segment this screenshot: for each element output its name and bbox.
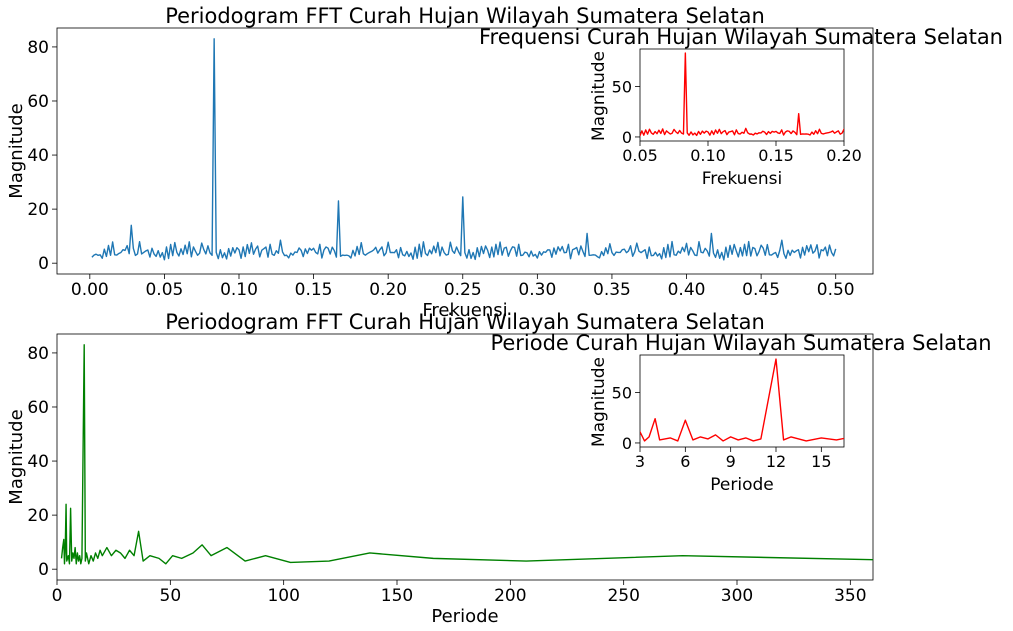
period-main-x-tick-label: 250 — [607, 586, 639, 606]
period-x-axis-label: Periode — [431, 606, 498, 627]
freq-main-x-tick-label: 0.30 — [518, 280, 556, 300]
period-main-y-tick-label: 0 — [38, 560, 49, 580]
freq-main-x-tick-label: 0.45 — [742, 280, 780, 300]
freq-main-x-tick-label: 0.10 — [220, 280, 258, 300]
freq-inset-x-tick-label: 0.15 — [758, 146, 794, 165]
freq-inset-x-label: Frekuensi — [702, 169, 783, 189]
period-chart-title: Periodogram FFT Curah Hujan Wilayah Suma… — [165, 310, 765, 334]
period-inset-title: Periode Curah Hujan Wilayah Sumatera Sel… — [490, 331, 991, 355]
period-y-axis-label: Magnitude — [6, 409, 27, 504]
period-main-y-tick-label: 80 — [27, 344, 49, 364]
period-inset-x-tick-label: 12 — [766, 452, 786, 471]
freq-main-y-tick-label: 40 — [27, 146, 49, 166]
period-main-x-tick-label: 300 — [721, 586, 753, 606]
period-inset-x-tick-label: 15 — [811, 452, 831, 471]
period-main-x-tick-label: 200 — [494, 586, 526, 606]
period-main-x-tick-label: 0 — [52, 586, 63, 606]
period-main-series-line — [60, 344, 873, 565]
freq-main-y-tick-label: 60 — [27, 92, 49, 112]
period-main-x-tick-label: 50 — [160, 586, 182, 606]
freq-main-frame — [56, 27, 874, 275]
freq-inset-y-tick-label: 0 — [622, 128, 632, 147]
period-main-x-tick-label: 150 — [381, 586, 413, 606]
frequency-periodogram-panel: Periodogram FFT Curah Hujan Wilayah Suma… — [6, 4, 1003, 321]
freq-inset-frame — [639, 48, 845, 142]
period-inset-x-tick-label: 3 — [635, 452, 645, 471]
freq-main-x-tick-label: 0.20 — [369, 280, 407, 300]
period-main-frame — [56, 333, 874, 581]
period-inset-x-tick-label: 6 — [680, 452, 690, 471]
period-inset-x-tick-label: 9 — [726, 452, 736, 471]
freq-main-x-tick-label: 0.25 — [444, 280, 482, 300]
period-inset-frame — [639, 354, 845, 448]
freq-main-x-tick-label: 0.40 — [668, 280, 706, 300]
freq-main-y-tick-label: 20 — [27, 200, 49, 220]
freq-main-x-tick-label: 0.15 — [295, 280, 333, 300]
freq-x-axis-label: Frekuensi — [422, 300, 507, 321]
freq-inset-y-label: Magnitude — [589, 51, 609, 141]
period-inset-y-tick-label: 0 — [622, 434, 632, 453]
period-main-y-tick-label: 40 — [27, 452, 49, 472]
freq-chart-title: Periodogram FFT Curah Hujan Wilayah Suma… — [165, 4, 765, 28]
freq-inset-y-tick-label: 50 — [612, 77, 632, 96]
freq-main-x-tick-label: 0.50 — [817, 280, 855, 300]
freq-inset-x-tick-label: 0.20 — [826, 146, 862, 165]
freq-main-x-tick-label: 0.35 — [593, 280, 631, 300]
period-periodogram-panel: Periodogram FFT Curah Hujan Wilayah Suma… — [6, 310, 992, 627]
freq-inset-x-tick-label: 0.05 — [622, 146, 658, 165]
period-inset-y-label: Magnitude — [589, 357, 609, 447]
freq-main-x-tick-label: 0.05 — [145, 280, 183, 300]
freq-inset-series-line — [640, 52, 844, 137]
freq-main-series-line — [91, 38, 837, 261]
period-main-y-tick-label: 60 — [27, 398, 49, 418]
freq-inset-title: Frequensi Curah Hujan Wilayah Sumatera S… — [479, 25, 1003, 49]
freq-main-y-tick-label: 80 — [27, 38, 49, 58]
freq-main-y-tick-label: 0 — [38, 254, 49, 274]
period-inset-background — [600, 353, 849, 495]
freq-main-x-tick-label: 0.00 — [71, 280, 109, 300]
period-main-x-tick-label: 100 — [267, 586, 299, 606]
period-inset-series-line — [640, 358, 844, 442]
freq-inset-background — [600, 47, 849, 189]
freq-inset-x-tick-label: 0.10 — [690, 146, 726, 165]
period-inset-x-label: Periode — [710, 475, 773, 495]
period-main-x-tick-label: 350 — [834, 586, 866, 606]
period-main-y-tick-label: 20 — [27, 506, 49, 526]
freq-y-axis-label: Magnitude — [6, 103, 27, 198]
period-inset-y-tick-label: 50 — [612, 383, 632, 402]
